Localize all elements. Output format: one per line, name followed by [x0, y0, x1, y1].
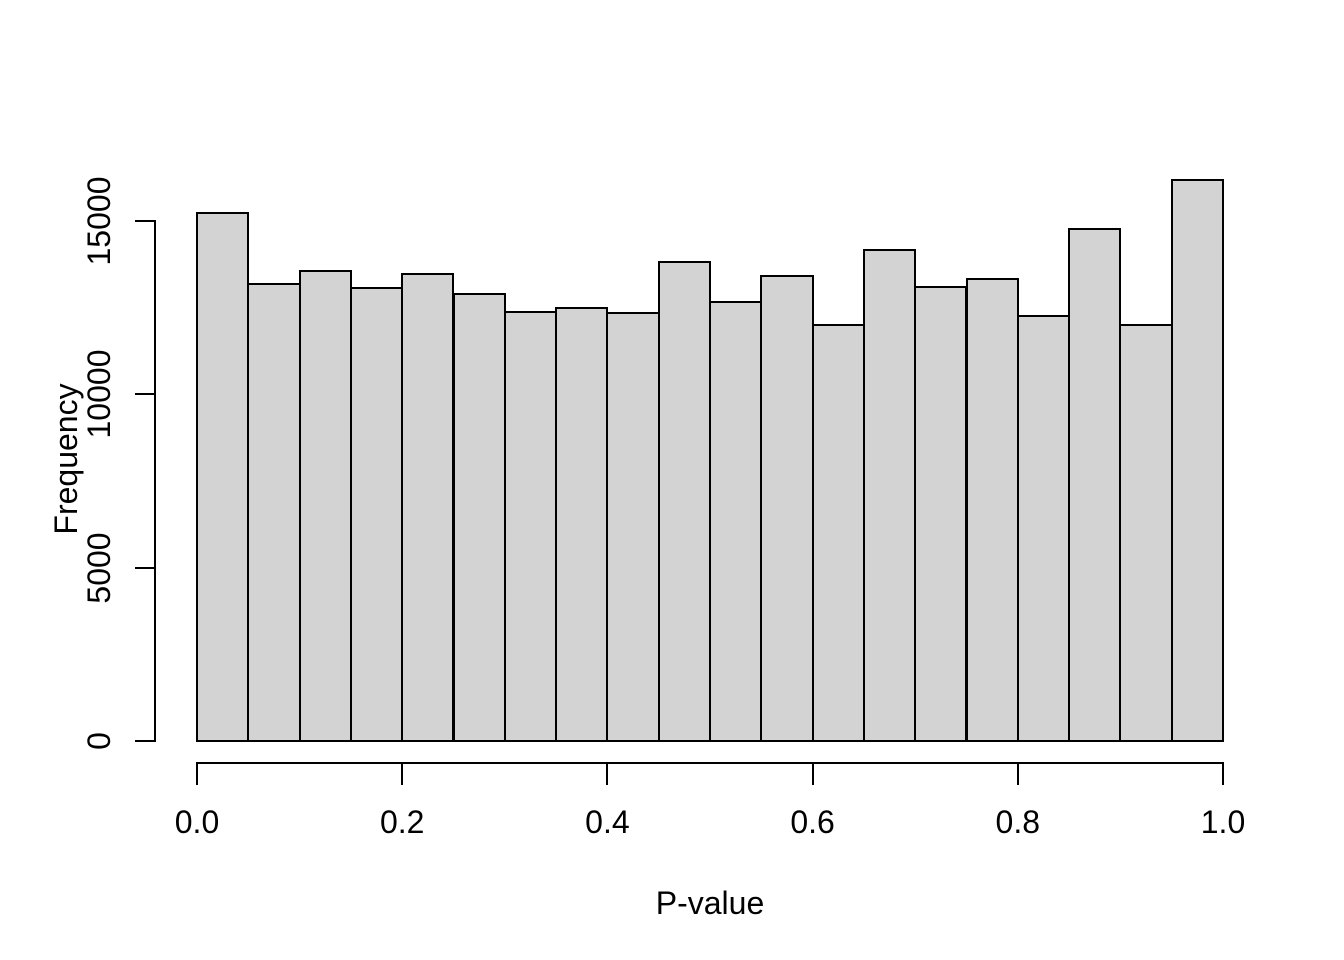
x-tick-mark: [811, 764, 814, 785]
y-tick-mark: [135, 566, 156, 569]
histogram-bar: [349, 286, 404, 742]
x-tick-label: 0.2: [379, 804, 425, 840]
x-tick-label: 0.4: [585, 804, 630, 840]
histogram-bar: [709, 300, 763, 742]
histogram-bar: [760, 274, 814, 742]
x-tick-label: 0.6: [790, 804, 835, 840]
x-axis-label: P-value: [655, 885, 765, 921]
y-tick-label: 10000: [81, 349, 117, 439]
histogram-bar: [401, 272, 455, 742]
y-tick-label: 5000: [81, 532, 117, 604]
histogram-bar: [452, 293, 506, 742]
histogram-bar: [298, 270, 352, 742]
x-tick-label: 0.0: [174, 804, 220, 840]
histogram-bar: [1016, 314, 1071, 742]
histogram-bar: [862, 248, 917, 742]
x-tick-mark: [401, 764, 404, 785]
x-tick-mark: [606, 764, 609, 785]
histogram-bar: [555, 307, 609, 742]
histogram-bar: [606, 311, 660, 742]
x-tick-label: 1.0: [1200, 804, 1246, 840]
histogram-bar: [503, 311, 558, 742]
histogram-bar: [1068, 228, 1122, 742]
y-axis-label: Frequency: [48, 383, 84, 535]
x-tick-mark: [1016, 764, 1019, 785]
x-tick-mark: [196, 764, 198, 785]
y-tick-mark: [135, 393, 156, 396]
x-tick-label: 0.8: [995, 804, 1041, 840]
histogram-bar: [657, 261, 711, 742]
histogram-bar: [914, 285, 968, 742]
histogram-bar: [196, 211, 250, 742]
histogram-bar: [1119, 324, 1173, 742]
histogram-bar: [1170, 178, 1224, 742]
y-tick-mark: [135, 220, 156, 223]
histogram-bar: [247, 283, 301, 742]
y-axis-line: [154, 220, 156, 742]
y-tick-label: 15000: [81, 176, 117, 266]
histogram-bar: [811, 323, 865, 742]
x-tick-mark: [1222, 764, 1224, 785]
x-axis-line: [196, 762, 1224, 764]
y-tick-label: 0: [81, 732, 117, 750]
histogram-bar: [965, 277, 1019, 742]
y-tick-mark: [135, 740, 156, 742]
